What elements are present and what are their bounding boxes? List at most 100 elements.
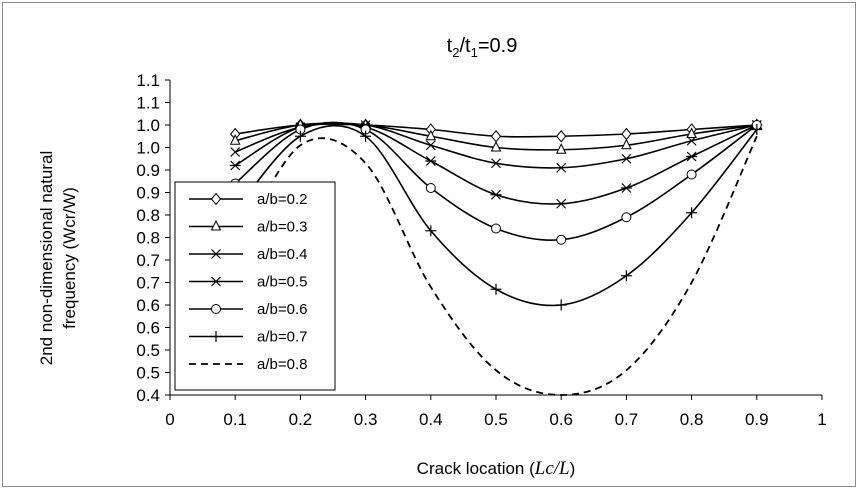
series-7 bbox=[234, 135, 758, 396]
series-line bbox=[234, 135, 758, 396]
x-tick-label: 0.2 bbox=[289, 410, 313, 429]
legend-item: a/b=0.2 bbox=[189, 191, 307, 208]
data-point-plus bbox=[555, 299, 567, 311]
y-tick-label: 1.0 bbox=[136, 139, 160, 158]
legend-item: a/b=0.7 bbox=[189, 329, 307, 346]
data-point-plus bbox=[751, 124, 763, 135]
data-point-x bbox=[211, 249, 221, 259]
data-point-star bbox=[210, 276, 222, 287]
data-point-triangle bbox=[621, 138, 632, 150]
data-point-circle bbox=[211, 304, 221, 314]
x-tick-label: 0.6 bbox=[549, 410, 573, 429]
legend-label: a/b=0.4 bbox=[257, 246, 307, 263]
legend-item: a/b=0.8 bbox=[189, 356, 307, 373]
legend-label: a/b=0.2 bbox=[257, 191, 307, 208]
x-tick-label: 0.9 bbox=[745, 410, 769, 429]
series-layer bbox=[229, 118, 763, 396]
legend-label: a/b=0.5 bbox=[257, 274, 307, 291]
data-point-x bbox=[556, 162, 567, 173]
y-tick-label: 1.1 bbox=[136, 71, 160, 90]
data-point-plus bbox=[294, 130, 306, 142]
series-5 bbox=[230, 120, 762, 245]
marker-stroke bbox=[230, 147, 241, 157]
y-tick-label: 0.8 bbox=[136, 229, 160, 248]
y-tick-label: 0.7 bbox=[136, 274, 160, 293]
data-point-triangle bbox=[555, 143, 567, 154]
data-point-circle bbox=[621, 212, 632, 223]
y-tick-label: 0.7 bbox=[136, 251, 160, 270]
marker-stroke bbox=[211, 249, 221, 259]
marker-stroke bbox=[686, 135, 697, 146]
y-tick-label: 0.6 bbox=[136, 319, 160, 338]
data-point-circle bbox=[686, 169, 697, 180]
y-tick-label: 0.4 bbox=[136, 386, 160, 405]
data-point-triangle bbox=[490, 140, 502, 152]
legend-label: a/b=0.3 bbox=[257, 219, 307, 236]
data-point-star bbox=[555, 198, 567, 209]
data-point-star bbox=[425, 156, 437, 166]
y-tick-label: 0.9 bbox=[136, 184, 160, 203]
chart-title: t2/t1=0.9 bbox=[447, 35, 518, 60]
y-tick-label: 0.5 bbox=[136, 364, 160, 383]
legend-label: a/b=0.8 bbox=[257, 356, 307, 373]
x-tick-label: 0.4 bbox=[419, 410, 443, 429]
x-tick-label: 0.7 bbox=[615, 410, 639, 429]
x-tick-label: 0.8 bbox=[680, 410, 704, 429]
legend-label: a/b=0.7 bbox=[257, 329, 307, 346]
data-point-diamond bbox=[621, 127, 632, 141]
legend-item: a/b=0.6 bbox=[189, 301, 307, 318]
data-point-star bbox=[229, 160, 241, 171]
legend-item: a/b=0.4 bbox=[189, 246, 307, 263]
x-tick-label: 0.5 bbox=[484, 410, 508, 429]
data-point-x bbox=[621, 153, 632, 164]
marker-stroke bbox=[425, 140, 436, 151]
legend-item: a/b=0.3 bbox=[189, 219, 307, 236]
data-point-plus bbox=[490, 283, 502, 295]
x-axis-label: Crack location (Lc/L) bbox=[417, 458, 576, 479]
axes: 0 0.1 0.2 0.3 0.4 0.5 0.6 0.7 0.8 0.9 1 0.4 0.5 0.5 0.… bbox=[136, 71, 826, 429]
marker-stroke bbox=[621, 153, 632, 164]
y-tick-label: 0.9 bbox=[136, 161, 160, 180]
data-point-plus bbox=[210, 331, 222, 342]
data-point-plus bbox=[686, 207, 698, 219]
data-point-x bbox=[686, 135, 697, 146]
x-tick-label: 0.3 bbox=[354, 410, 378, 429]
data-point-plus bbox=[425, 225, 437, 237]
data-point-plus bbox=[620, 270, 632, 282]
x-tick-label: 1 bbox=[817, 410, 826, 429]
y-axis-label-line2: frequency (Wcr/W) bbox=[60, 187, 79, 329]
y-tick-label: 1.1 bbox=[136, 94, 160, 113]
y-tick-label: 0.6 bbox=[136, 296, 160, 315]
data-point-diamond bbox=[556, 129, 567, 143]
data-point-star bbox=[490, 189, 502, 200]
data-point-x bbox=[230, 147, 241, 157]
data-point-x bbox=[425, 140, 436, 151]
legend-label: a/b=0.6 bbox=[257, 301, 307, 318]
legend: a/b=0.2 a/b=0.3 a/b=0.4 a/b=0.5 a/b=0.6 a/b=0… bbox=[174, 181, 336, 391]
data-point-star bbox=[620, 183, 632, 193]
x-tick-label: 0.1 bbox=[223, 410, 247, 429]
data-point-plus bbox=[360, 130, 372, 142]
data-point-diamond bbox=[490, 129, 502, 143]
legend-item: a/b=0.5 bbox=[189, 274, 307, 291]
data-point-triangle bbox=[686, 127, 697, 138]
legend-box bbox=[174, 181, 336, 391]
y-tick-label: 0.5 bbox=[136, 341, 160, 360]
marker-stroke bbox=[556, 162, 567, 173]
data-point-diamond bbox=[210, 192, 222, 206]
x-tick-label: 0 bbox=[165, 410, 174, 429]
data-point-triangle bbox=[229, 134, 241, 145]
y-axis-label-line1: 2nd non-dimensional natural bbox=[37, 151, 56, 366]
data-point-x bbox=[491, 158, 501, 169]
y-tick-label: 1.0 bbox=[136, 116, 160, 135]
y-tick-label: 0.8 bbox=[136, 206, 160, 225]
data-point-triangle bbox=[210, 219, 222, 231]
marker-stroke bbox=[491, 158, 501, 169]
data-point-circle bbox=[425, 183, 436, 193]
data-point-star bbox=[686, 151, 698, 162]
data-point-triangle bbox=[425, 129, 437, 141]
data-point-circle bbox=[556, 234, 567, 245]
series-6 bbox=[229, 124, 763, 311]
